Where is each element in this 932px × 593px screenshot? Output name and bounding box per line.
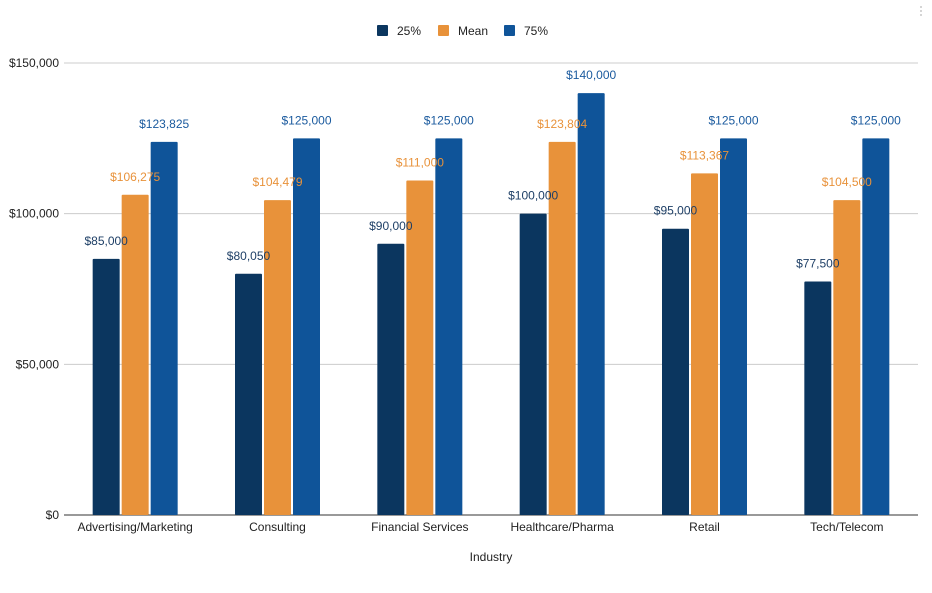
bar-75-1[interactable] xyxy=(293,138,320,516)
data-label: $140,000 xyxy=(566,68,616,82)
bar-mean-2[interactable] xyxy=(406,180,434,515)
data-label: $113,367 xyxy=(680,148,729,162)
data-label: $104,500 xyxy=(822,175,872,189)
data-label: $80,050 xyxy=(227,249,271,263)
legend-swatch xyxy=(504,25,515,36)
x-tick-label: Advertising/Marketing xyxy=(77,520,192,534)
data-label: $123,825 xyxy=(139,117,189,131)
bar-25-3[interactable] xyxy=(519,213,547,515)
y-tick-label: $0 xyxy=(46,508,60,522)
bar-75-2[interactable] xyxy=(435,138,463,516)
legend-label[interactable]: 75% xyxy=(524,24,548,38)
bar-25-4[interactable] xyxy=(662,228,689,515)
x-axis-title: Industry xyxy=(470,550,513,564)
bar-75-5[interactable] xyxy=(862,138,890,516)
data-label: $111,000 xyxy=(396,156,445,170)
bar-75-4[interactable] xyxy=(720,138,747,516)
data-label: $85,000 xyxy=(84,234,128,248)
y-tick-label: $50,000 xyxy=(16,357,60,371)
bar-mean-3[interactable] xyxy=(548,141,576,515)
x-axis-ticks: Advertising/Marketing Consulting Financial… xyxy=(77,520,883,534)
x-tick-label: Tech/Telecom xyxy=(810,520,883,534)
legend[interactable]: 25% Mean 75% xyxy=(377,24,548,38)
chart-menu-icon[interactable] xyxy=(920,6,924,18)
y-tick-label: $150,000 xyxy=(9,56,59,70)
legend-swatch xyxy=(377,25,388,36)
bar-25-1[interactable] xyxy=(235,273,262,515)
data-label: $90,000 xyxy=(369,219,413,233)
gridlines xyxy=(64,62,918,516)
data-label: $95,000 xyxy=(654,204,698,218)
data-label: $106,275 xyxy=(110,170,160,184)
bar-mean-5[interactable] xyxy=(833,200,861,515)
bar-25-2[interactable] xyxy=(377,243,405,516)
bar-mean-4[interactable] xyxy=(691,173,718,515)
data-label: $123,804 xyxy=(537,117,587,131)
legend-label[interactable]: 25% xyxy=(397,24,421,38)
data-label: $125,000 xyxy=(281,113,331,127)
bar-75-0[interactable] xyxy=(150,141,178,515)
data-label: $125,000 xyxy=(851,113,901,127)
legend-label[interactable]: Mean xyxy=(458,24,488,38)
bar-25-0[interactable] xyxy=(92,258,120,515)
data-labels: $85,000 $106,275 $123,825 $80,050 $104,479 $1… xyxy=(84,68,901,270)
data-label: $125,000 xyxy=(708,113,758,127)
x-tick-label: Financial Services xyxy=(371,520,468,534)
data-label: $104,479 xyxy=(252,175,302,189)
bar-75-3[interactable] xyxy=(577,93,605,515)
data-label: $77,500 xyxy=(796,256,840,270)
data-label: $100,000 xyxy=(508,189,558,203)
y-tick-label: $100,000 xyxy=(9,207,59,221)
x-tick-label: Consulting xyxy=(249,520,306,534)
bar-mean-1[interactable] xyxy=(264,200,291,515)
legend-swatch xyxy=(438,25,449,36)
data-label: $125,000 xyxy=(424,113,474,127)
x-tick-label: Retail xyxy=(689,520,720,534)
bar-mean-0[interactable] xyxy=(121,194,149,515)
bars xyxy=(92,93,890,516)
x-tick-label: Healthcare/Pharma xyxy=(510,520,614,534)
y-axis-ticks: $0 $50,000 $100,000 $150,000 xyxy=(9,56,59,522)
bar-25-5[interactable] xyxy=(804,281,832,515)
